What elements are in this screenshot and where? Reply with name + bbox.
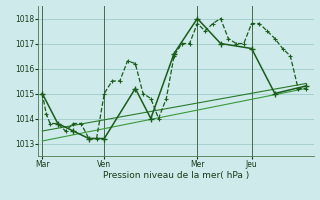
X-axis label: Pression niveau de la mer( hPa ): Pression niveau de la mer( hPa ) — [103, 171, 249, 180]
